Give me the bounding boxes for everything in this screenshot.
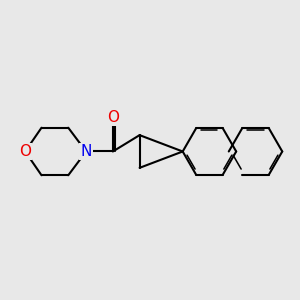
Text: O: O (107, 110, 119, 125)
Text: N: N (80, 144, 92, 159)
Text: O: O (19, 144, 31, 159)
